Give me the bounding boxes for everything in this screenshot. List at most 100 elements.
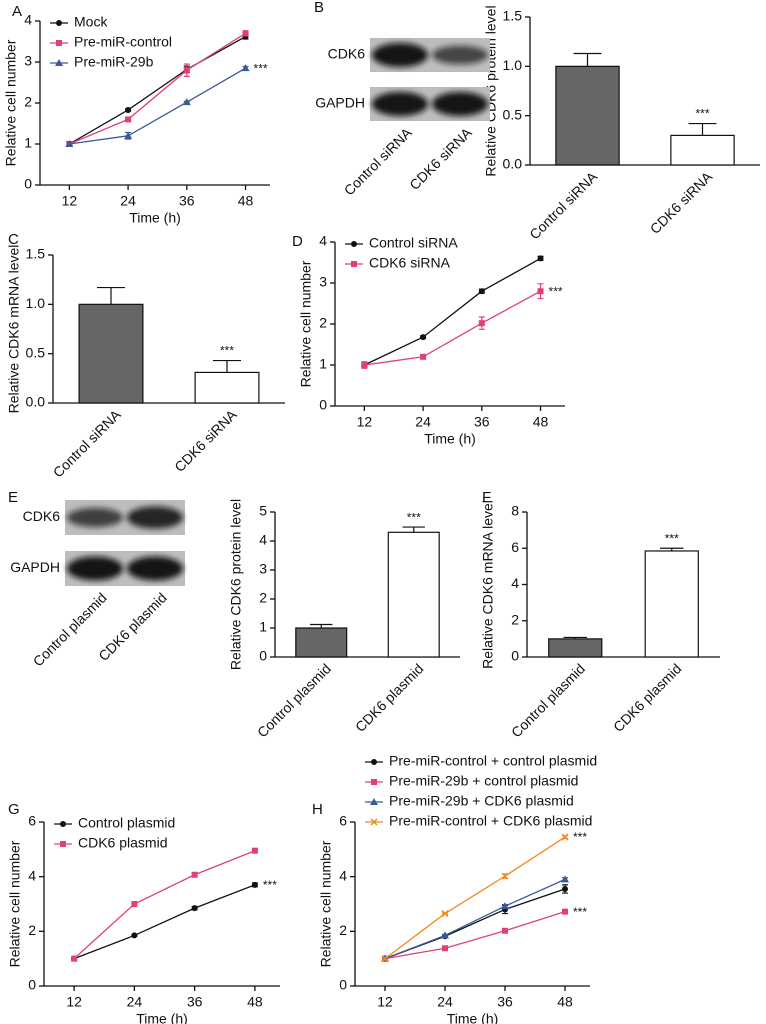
error-bar: [688, 122, 717, 136]
marker: [56, 40, 62, 46]
significance: ***: [573, 830, 587, 844]
y-tick-label: 2: [24, 94, 32, 110]
x-tick-label: 48: [247, 994, 263, 1010]
x-tick-label: Control plasmid: [508, 660, 588, 740]
series-line: [364, 257, 541, 366]
x-tick-label: 36: [474, 414, 490, 430]
marker: [371, 759, 377, 765]
y-tick-label: 0.5: [26, 344, 46, 360]
x-tick-label: 12: [66, 994, 82, 1010]
y-tick-label: 4: [28, 867, 36, 883]
blot-band: [372, 43, 428, 67]
marker: [562, 908, 568, 915]
marker: [381, 955, 389, 963]
y-axis-label: Relative CDK6 protein level: [228, 499, 244, 670]
y-tick-label: 0: [511, 648, 519, 664]
y-tick-label: 4: [259, 532, 267, 548]
x-tick-label: 36: [497, 994, 513, 1010]
marker: [131, 901, 138, 907]
marker: [191, 871, 198, 878]
x-tick-label: 24: [415, 414, 431, 430]
marker: [501, 902, 509, 910]
y-axis-label: Relative cell number: [3, 39, 19, 166]
legend-label: Pre-miR-29b + control plasmid: [389, 773, 578, 789]
x-tick-label: 12: [357, 414, 373, 430]
y-tick-label: 2: [319, 315, 327, 331]
blot-row-label: GAPDH: [315, 95, 365, 111]
y-tick-label: 3: [259, 561, 267, 577]
marker: [251, 881, 258, 888]
panel-label: D: [292, 233, 303, 250]
marker: [441, 910, 449, 918]
error-bar: [563, 636, 587, 639]
marker: [351, 261, 357, 267]
x-axis-label: Time (h): [424, 431, 476, 447]
x-tick-label: 24: [127, 994, 143, 1010]
blot-row-label: CDK6: [328, 46, 366, 62]
bar: [295, 627, 348, 658]
x-tick-label: CDK6 siRNA: [171, 406, 240, 475]
y-tick-label: 0: [339, 977, 347, 993]
x-tick-label: 24: [437, 994, 453, 1010]
blot-band: [432, 45, 488, 65]
error-bar: [96, 286, 126, 305]
marker: [478, 320, 485, 327]
significance: ***: [263, 878, 277, 892]
x-tick-label: CDK6 plasmid: [352, 660, 427, 735]
x-tick-label: 12: [62, 193, 78, 209]
y-axis-label: Relative CDK6 mRNA level: [480, 500, 496, 669]
marker: [370, 798, 378, 805]
series-line: [384, 878, 566, 960]
error-bar: [573, 52, 602, 67]
x-axis-label: Time (h): [129, 210, 181, 226]
marker: [502, 927, 508, 934]
y-tick-label: 1: [259, 619, 267, 635]
marker: [420, 353, 427, 360]
x-tick-label: CDK6 siRNA: [647, 168, 716, 237]
y-tick-label: 1: [319, 356, 327, 372]
legend-label: Control siRNA: [369, 235, 458, 251]
legend-label: Pre-miR-control + CDK6 plasmid: [389, 813, 592, 829]
series-line: [73, 884, 256, 960]
y-tick-label: 8: [511, 503, 519, 519]
marker: [183, 67, 190, 74]
x-tick-label: 48: [238, 193, 254, 209]
blot-band: [67, 556, 123, 581]
y-tick-label: 6: [28, 813, 36, 829]
legend-label: CDK6 siRNA: [369, 255, 451, 271]
series-line: [69, 36, 246, 145]
significance: ***: [549, 284, 563, 298]
marker: [125, 116, 132, 123]
marker: [537, 288, 544, 295]
significance: ***: [573, 905, 587, 919]
legend-label: Control plasmid: [78, 815, 175, 831]
x-tick-label: 48: [557, 994, 573, 1010]
marker: [182, 98, 191, 106]
y-tick-label: 1.0: [503, 57, 523, 73]
blot-lane-label: CDK6 siRNA: [406, 124, 475, 193]
y-tick-label: 2: [511, 611, 519, 627]
marker: [561, 833, 569, 841]
y-tick-label: 4: [511, 575, 519, 591]
marker: [124, 131, 133, 139]
significance: ***: [695, 107, 709, 121]
legend-label: Pre-miR-control: [74, 34, 172, 50]
blot-band: [67, 507, 123, 528]
blot-band: [127, 506, 183, 529]
marker: [65, 140, 74, 147]
marker: [251, 847, 258, 854]
y-axis-label: Relative CDK6 mRNA level: [6, 245, 22, 414]
y-axis-label: Relative cell number: [7, 840, 23, 967]
x-axis-label: Time (h): [136, 1011, 188, 1024]
bar: [78, 303, 144, 404]
y-tick-label: 6: [339, 813, 347, 829]
legend-label: Pre-miR-29b: [74, 54, 154, 70]
marker: [371, 779, 377, 785]
series-line: [69, 32, 246, 145]
x-tick-label: 12: [377, 994, 393, 1010]
series-line: [69, 67, 246, 145]
x-tick-label: 48: [533, 414, 549, 430]
x-tick-label: Control siRNA: [526, 168, 600, 242]
marker: [60, 841, 66, 847]
